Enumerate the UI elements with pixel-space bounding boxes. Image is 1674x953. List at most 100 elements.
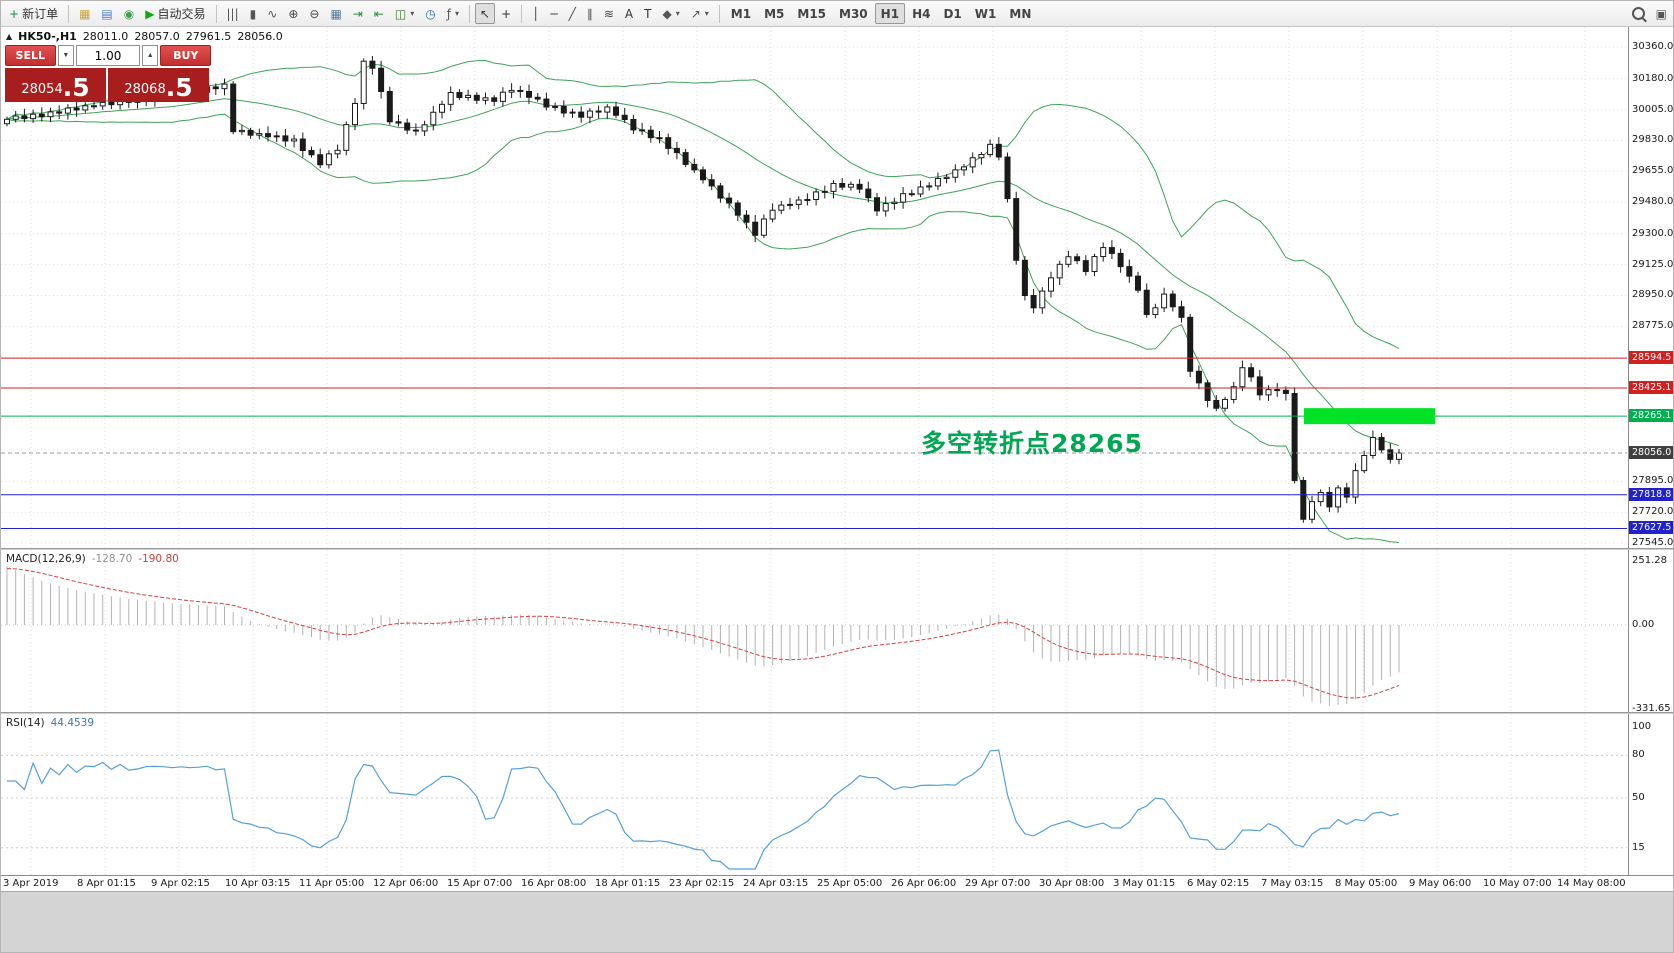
autotrading-button[interactable]: ▶ 自动交易: [140, 3, 210, 24]
time-axis-label: 8 May 05:00: [1335, 878, 1398, 889]
zoom-in-button[interactable]: ⊕: [283, 3, 303, 24]
search-button[interactable]: [1627, 3, 1650, 24]
trendline-button[interactable]: ╱: [564, 3, 581, 24]
macd-chart-canvas[interactable]: [1, 550, 1627, 712]
bar-chart-icon: |||: [226, 6, 239, 21]
channel-button[interactable]: ∥: [582, 3, 598, 24]
volume-input[interactable]: [76, 45, 140, 66]
vertical-line-button[interactable]: │: [527, 3, 544, 24]
macd-panel: 251.28 0.00 -331.65 MACD(12,26,9) -128.70 …: [1, 550, 1673, 715]
rsi-panel: 100 80 50 15 RSI(14) 44.4539: [1, 714, 1673, 875]
timeframe-m15-button[interactable]: M15: [791, 3, 832, 24]
price-axis-label: 27895.0: [1632, 475, 1674, 487]
market-watch-icon: ▦: [79, 6, 91, 21]
bar-chart-button[interactable]: |||: [222, 3, 244, 24]
time-axis-label: 18 Apr 01:15: [595, 878, 661, 889]
autotrading-button-label: 自动交易: [157, 7, 206, 21]
timeframe-h4-button[interactable]: H4: [906, 3, 936, 24]
new-chart-button[interactable]: ◫ ▾: [390, 3, 419, 24]
buy-button[interactable]: BUY: [160, 45, 211, 66]
window-list-button[interactable]: ▣: [1651, 3, 1672, 24]
horizontal-line-button[interactable]: ─: [545, 3, 562, 24]
toolbar-separator: [718, 4, 720, 23]
line-chart-icon: ∿: [267, 6, 278, 21]
chart-shift-button[interactable]: ⇤: [369, 3, 389, 24]
one-click-collapse-icon[interactable]: ▲: [6, 32, 13, 41]
timeframe-mn-button[interactable]: MN: [1003, 3, 1037, 24]
price-axis-label: 29480.0: [1632, 196, 1674, 208]
price-chart-panel: 30360.0 30180.0 30005.0 29830.0 29655.0 29480…: [1, 27, 1674, 548]
price-axis-label: 29655.0: [1632, 165, 1674, 177]
new-order-button[interactable]: + 新订单: [4, 3, 63, 24]
timeframe-m30-button[interactable]: M30: [833, 3, 874, 24]
indicators-icon: ƒ: [446, 6, 451, 21]
window-list-icon: ▣: [1655, 6, 1667, 21]
price-axis-label: 30360.0: [1632, 41, 1674, 53]
data-window-icon: ▤: [101, 6, 113, 21]
macd-axis-label: 0.00: [1632, 619, 1655, 630]
auto-scroll-button[interactable]: ⇥: [348, 3, 368, 24]
shapes-button[interactable]: ◆ ▾: [657, 3, 684, 24]
ohlc-high: 28057.0: [134, 30, 180, 43]
volume-increase-button[interactable]: ▲: [142, 45, 159, 66]
ask-price-big: .5: [165, 73, 193, 102]
search-icon: [1631, 7, 1647, 23]
bottom-strip: [1, 891, 1673, 952]
price-axis-label: 28775.0: [1632, 320, 1674, 332]
arrows-button[interactable]: ↗ ▾: [686, 3, 714, 24]
zoom-out-button[interactable]: ⊖: [304, 3, 324, 24]
crosshair-button[interactable]: +: [496, 3, 516, 24]
price-level-badge: 27818.8: [1629, 487, 1673, 501]
timeframe-w1-button[interactable]: W1: [969, 3, 1003, 24]
time-axis-label: 10 Apr 03:15: [225, 878, 291, 889]
timeframe-d1-button[interactable]: D1: [937, 3, 967, 24]
timeframe-h4-button-label: H4: [912, 6, 931, 21]
label-button[interactable]: T: [639, 3, 656, 24]
period-button[interactable]: ◷: [420, 3, 440, 24]
fibonacci-button[interactable]: ≋: [599, 3, 619, 24]
time-axis-label: 14 May 08:00: [1557, 878, 1626, 889]
macd-axis-label: -331.65: [1632, 703, 1671, 715]
price-level-badge: 27627.5: [1629, 521, 1673, 535]
indicators-button[interactable]: ƒ ▾: [442, 3, 464, 24]
candlestick-chart-button[interactable]: ▮: [245, 3, 262, 24]
line-chart-button[interactable]: ∿: [262, 3, 282, 24]
timeframe-m1-button[interactable]: M1: [725, 3, 757, 24]
timeframe-m30-button-label: M30: [839, 6, 868, 21]
price-axis-label: 29125.0: [1632, 258, 1674, 270]
chevron-down-icon: ▾: [704, 9, 709, 18]
ohlc-low: 27961.5: [185, 30, 232, 43]
timeframe-d1-button-label: D1: [943, 6, 962, 21]
price-chart-canvas[interactable]: [1, 27, 1627, 548]
price-axis-label: 29300.0: [1632, 227, 1674, 239]
sell-button[interactable]: SELL: [5, 45, 56, 66]
market-watch-button[interactable]: ▦: [74, 3, 95, 24]
main-toolbar: + 新订单 ▦ ▤ ◉ ▶ 自动交易 ||| ▮ ∿ ⊕ ⊖ ▦ ⇥ ⇤ ◫ ▾ ◷ ƒ ▾ ↖ + │ ─ ╱ ∥ ≋ A T ◆ ▾ ↗ ▾…: [1, 1, 1673, 27]
navigator-button[interactable]: ◉: [119, 3, 139, 24]
vertical-line-icon: │: [532, 6, 540, 21]
timeframe-m15-button-label: M15: [797, 6, 827, 21]
timeframe-m5-button[interactable]: M5: [758, 3, 790, 24]
price-axis-label: 29830.0: [1632, 134, 1674, 146]
volume-decrease-button[interactable]: ▼: [57, 45, 74, 66]
ask-price-box[interactable]: 28068.5: [108, 68, 209, 102]
text-button[interactable]: A: [620, 3, 638, 24]
data-window-button[interactable]: ▤: [96, 3, 117, 24]
macd-axis: 251.28 0.00 -331.65: [1628, 550, 1673, 715]
fibonacci-icon: ≋: [603, 6, 614, 21]
price-axis-label: 27720.0: [1632, 506, 1674, 518]
macd-axis-label: 251.28: [1632, 555, 1667, 567]
panel-splitter[interactable]: [1, 548, 1673, 551]
bid-price-box[interactable]: 28054.5: [5, 68, 106, 102]
cursor-button[interactable]: ↖: [475, 3, 496, 24]
grid-button[interactable]: ▦: [325, 3, 346, 24]
chevron-down-icon: ▾: [675, 9, 680, 18]
trendline-icon: ╱: [568, 6, 576, 21]
panel-splitter[interactable]: [1, 712, 1673, 715]
rsi-chart-canvas[interactable]: [1, 714, 1627, 875]
timeframe-h1-button[interactable]: H1: [874, 3, 906, 24]
candlestick-chart-icon: ▮: [249, 6, 257, 21]
macd-signal-value: -190.80: [138, 553, 179, 565]
price-level-badge: 28265.1: [1629, 409, 1673, 423]
